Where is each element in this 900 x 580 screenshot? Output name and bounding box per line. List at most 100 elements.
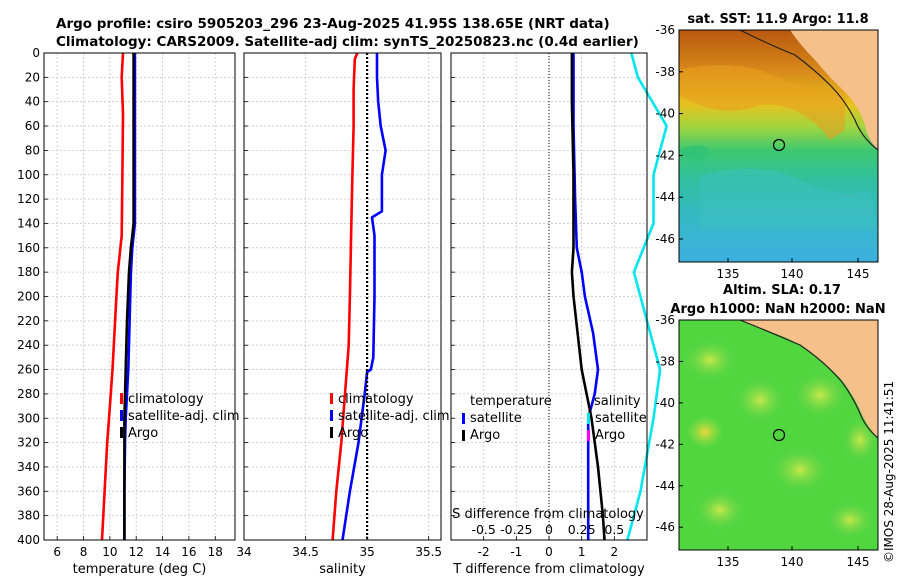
sla-map-title-line1: Altim. SLA: 0.17 <box>723 283 841 298</box>
y-tick-label: 140 <box>17 216 40 230</box>
x-tick-label: -2 <box>478 545 490 559</box>
legend-label: Argo <box>595 428 625 443</box>
x-axis-label-top: S difference from climatology <box>452 507 644 522</box>
x-tick-label: 18 <box>208 545 223 559</box>
y-tick-label: 180 <box>17 265 40 279</box>
legend-swatch <box>120 427 123 438</box>
y-tick-label: 120 <box>17 192 40 206</box>
difference-panel: -2 -1 0 1 2 T difference from climatology temp… <box>450 52 668 577</box>
y-tick-label: 60 <box>25 119 40 133</box>
y-tick-label: 240 <box>17 338 40 352</box>
x-tick-label: 34 <box>236 545 251 559</box>
y-tick-label: 340 <box>17 460 40 474</box>
map-x-tick-label: 135 <box>717 267 740 281</box>
sla-map: Altim. SLA: 0.17 Argo h1000: NaN h2000: … <box>655 283 885 569</box>
legend-swatch <box>462 430 465 441</box>
x-axis-label: temperature (deg C) <box>73 562 207 577</box>
sst-map-title: sat. SST: 11.9 Argo: 11.8 <box>687 12 868 27</box>
y-tick-label: 380 <box>17 509 40 523</box>
series-line-climatology <box>100 52 125 541</box>
y-tick-label: 40 <box>25 95 40 109</box>
series-line-climatology <box>331 52 359 541</box>
legend-swatch <box>330 427 333 438</box>
plot-frame <box>43 52 236 541</box>
map-x-tick-label: 140 <box>781 555 804 569</box>
map-x-tick-label: 145 <box>847 555 870 569</box>
map-y-tick-label: -40 <box>655 107 675 121</box>
x-tick-label: 6 <box>53 545 61 559</box>
legend-title-temperature: temperature <box>470 394 552 409</box>
x-tick-label: 1 <box>578 545 586 559</box>
y-tick-label: 260 <box>17 363 40 377</box>
series-line-t-argo <box>570 53 606 541</box>
argo-location-marker <box>772 138 786 152</box>
map-y-tick-label: -44 <box>655 479 675 493</box>
y-tick-label: 80 <box>25 143 40 157</box>
legend-swatch <box>330 410 333 421</box>
plot-frame <box>450 52 648 541</box>
legend-swatch <box>120 393 123 404</box>
x-tick-label: 16 <box>181 545 196 559</box>
map-y-tick-label: -42 <box>655 148 675 162</box>
map-y-tick-label: -42 <box>655 437 675 451</box>
sst-land <box>740 30 878 150</box>
plot-frame <box>243 52 442 541</box>
y-tick-label: 400 <box>17 533 40 547</box>
imos-credit: ©IMOS 28-Aug-2025 11:41:51 <box>882 381 896 563</box>
x-axis-label: salinity <box>319 562 366 577</box>
map-y-tick-label: -38 <box>655 354 675 368</box>
series-line-argo <box>123 53 135 540</box>
y-tick-label: 220 <box>17 314 40 328</box>
x-tick-label: 14 <box>155 545 170 559</box>
x-tick-label-top: -0.5 <box>471 522 495 537</box>
x-tick-label: 0 <box>545 545 553 559</box>
y-tick-label: 280 <box>17 387 40 401</box>
map-y-tick-label: -44 <box>655 190 675 204</box>
legend-label: satellite-adj. clim <box>128 409 240 424</box>
legend-title-salinity: salinity <box>594 394 641 409</box>
x-tick-label: 12 <box>129 545 144 559</box>
legend-label: satellite-adj. clim <box>338 409 450 424</box>
legend-label: satellite <box>470 411 522 426</box>
temperature-panel: 0 20 40 60 80 100 120 140 160 180 200 220 240 260 280 3… <box>17 46 240 577</box>
series-line-s-difference <box>626 52 668 541</box>
sla-map-title-line2: Argo h1000: NaN h2000: NaN <box>670 302 885 317</box>
y-tick-label: 360 <box>17 484 40 498</box>
salinity-panel: 34 34.5 35 35.5 salinity climatology satellite… <box>236 52 450 577</box>
legend-swatch <box>120 410 123 421</box>
y-tick-label: 200 <box>17 290 40 304</box>
map-y-tick-label: -36 <box>655 313 675 327</box>
x-axis-label: T difference from climatology <box>452 562 645 577</box>
x-tick-label: 34.5 <box>292 545 319 559</box>
y-tick-label: 320 <box>17 436 40 450</box>
series-line-satellite-adj-clim <box>341 53 387 541</box>
y-tick-label: 300 <box>17 411 40 425</box>
legend-swatch <box>587 430 590 441</box>
y-tick-label: 0 <box>32 46 40 60</box>
figure-title-line2: Climatology: CARS2009. Satellite-adj cli… <box>56 34 639 50</box>
x-tick-label-top: 0.25 <box>568 522 596 537</box>
map-y-tick-label: -38 <box>655 65 675 79</box>
map-x-tick-label: 145 <box>847 267 870 281</box>
map-y-tick-label: -40 <box>655 396 675 410</box>
sla-land <box>740 320 878 438</box>
map-y-tick-label: -46 <box>655 232 675 246</box>
map-y-tick-label: -36 <box>655 23 675 37</box>
sst-map: sat. SST: 11.9 Argo: 11.8 -36 -38 -40 -42 -4… <box>655 12 879 281</box>
x-tick-label-top: 0.5 <box>604 522 624 537</box>
x-tick-label-top: -0.25 <box>500 522 532 537</box>
legend-swatch <box>587 413 590 424</box>
legend-label: climatology <box>128 392 204 407</box>
y-tick-label: 100 <box>17 168 40 182</box>
legend-label: Argo <box>338 426 368 441</box>
x-tick-label: -1 <box>510 545 522 559</box>
legend-label: Argo <box>128 426 158 441</box>
figure-title-line1: Argo profile: csiro 5905203_296 23-Aug-2… <box>56 16 610 32</box>
map-x-tick-label: 135 <box>717 555 740 569</box>
legend-label: climatology <box>338 392 414 407</box>
map-y-tick-label: -46 <box>655 520 675 534</box>
legend-swatch <box>462 413 465 424</box>
x-tick-label: 8 <box>80 545 88 559</box>
legend-label: satellite <box>595 411 647 426</box>
